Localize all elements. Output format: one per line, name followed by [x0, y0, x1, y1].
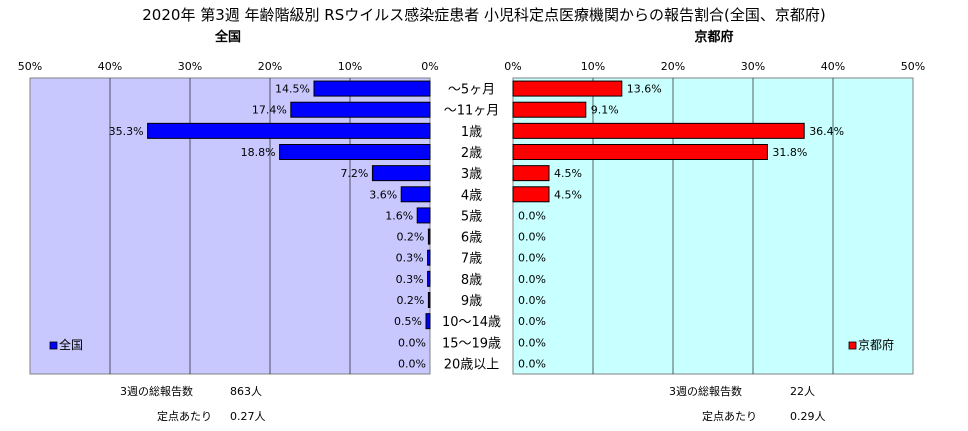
bar-national: [425, 313, 431, 330]
tick-label-national: 30%: [178, 60, 202, 73]
value-label-national: 0.5%: [394, 315, 422, 328]
bar-national: [147, 122, 431, 139]
bar-kyoto: [512, 101, 587, 118]
tick-label-national: 40%: [98, 60, 122, 73]
value-label-kyoto: 36.4%: [809, 125, 844, 138]
category-label: 15〜19歳: [442, 336, 501, 351]
category-label: 3歳: [461, 167, 482, 182]
category-label: 4歳: [461, 188, 482, 203]
tick-label-national: 50%: [18, 60, 42, 73]
left-total-label: 3週の総報告数: [120, 385, 193, 398]
value-label-national: 0.0%: [398, 336, 426, 349]
category-label: 〜5ヶ月: [448, 83, 495, 98]
category-label: 20歳以上: [444, 357, 500, 372]
category-label: 〜11ヶ月: [444, 104, 500, 119]
legend-label-kyoto: 京都府: [858, 337, 894, 352]
value-label-kyoto: 0.0%: [518, 294, 546, 307]
category-label: 5歳: [461, 209, 482, 224]
value-label-kyoto: 0.0%: [518, 273, 546, 286]
tick-label-kyoto: 20%: [661, 60, 685, 73]
tick-label-kyoto: 40%: [821, 60, 845, 73]
value-label-kyoto: 0.0%: [518, 209, 546, 222]
left-per-value: 0.27人: [230, 410, 266, 423]
value-label-kyoto: 9.1%: [591, 104, 619, 117]
legend-swatch-national: [49, 341, 58, 350]
category-label: 7歳: [461, 252, 482, 267]
category-label: 10〜14歳: [442, 315, 501, 330]
value-label-national: 0.2%: [396, 294, 424, 307]
legend-swatch-kyoto: [848, 341, 857, 350]
bar-kyoto: [512, 122, 805, 139]
plot-area-national: [29, 77, 431, 375]
value-label-national: 7.2%: [340, 167, 368, 180]
value-label-national: 0.2%: [396, 231, 424, 244]
value-label-national: 14.5%: [275, 83, 310, 96]
bar-national: [427, 249, 431, 266]
tick-label-national: 0%: [421, 60, 438, 73]
value-label-kyoto: 0.0%: [518, 336, 546, 349]
category-label: 1歳: [461, 125, 482, 140]
bar-national: [427, 270, 431, 287]
tick-label-national: 20%: [258, 60, 282, 73]
value-label-national: 3.6%: [369, 188, 397, 201]
tick-label-national: 10%: [338, 60, 362, 73]
category-label: 6歳: [461, 231, 482, 246]
tick-label-kyoto: 10%: [581, 60, 605, 73]
value-label-kyoto: 0.0%: [518, 252, 546, 265]
bar-kyoto: [512, 144, 768, 160]
value-label-national: 35.3%: [109, 125, 144, 138]
value-label-national: 18.8%: [241, 146, 276, 159]
value-label-kyoto: 0.0%: [518, 231, 546, 244]
value-label-kyoto: 4.5%: [554, 167, 582, 180]
right-total-value: 22人: [790, 385, 815, 398]
value-label-kyoto: 31.8%: [772, 146, 807, 159]
plot-area-kyoto: [512, 77, 914, 375]
category-label: 2歳: [461, 146, 482, 161]
left-total-value: 863人: [230, 385, 262, 398]
category-label: 8歳: [461, 273, 482, 288]
value-label-national: 0.3%: [396, 273, 424, 286]
bar-national: [371, 165, 431, 182]
tick-label-kyoto: 50%: [901, 60, 925, 73]
right-per-value: 0.29人: [790, 410, 826, 423]
tick-label-kyoto: 30%: [741, 60, 765, 73]
right-per-label: 定点あたり: [702, 410, 757, 423]
right-total-label: 3週の総報告数: [669, 385, 742, 398]
panel-title-kyoto: 京都府: [694, 30, 734, 45]
bar-national: [279, 144, 431, 160]
value-label-national: 1.6%: [385, 209, 413, 222]
bar-kyoto: [512, 80, 623, 97]
value-label-kyoto: 4.5%: [554, 188, 582, 201]
tick-label-kyoto: 0%: [504, 60, 521, 73]
legend-label-national: 全国: [59, 337, 83, 352]
bar-national: [400, 186, 431, 203]
category-label: 9歳: [461, 294, 482, 309]
value-label-national: 0.0%: [398, 357, 426, 370]
bar-national: [290, 101, 431, 118]
left-per-label: 定点あたり: [157, 410, 212, 423]
value-label-kyoto: 0.0%: [518, 315, 546, 328]
value-label-national: 0.3%: [396, 252, 424, 265]
chart-title: 2020年 第3週 年齢階級別 RSウイルス感染症患者 小児科定点医療機関からの…: [142, 6, 826, 24]
value-label-national: 17.4%: [252, 104, 287, 117]
bar-kyoto: [512, 165, 550, 182]
bar-national: [427, 292, 431, 308]
panel-title-national: 全国: [214, 30, 241, 45]
value-label-kyoto: 13.6%: [627, 83, 662, 96]
value-label-kyoto: 0.0%: [518, 357, 546, 370]
bar-national: [427, 228, 431, 245]
bar-kyoto: [512, 186, 550, 203]
bar-national: [313, 80, 431, 97]
bar-national: [416, 207, 431, 224]
